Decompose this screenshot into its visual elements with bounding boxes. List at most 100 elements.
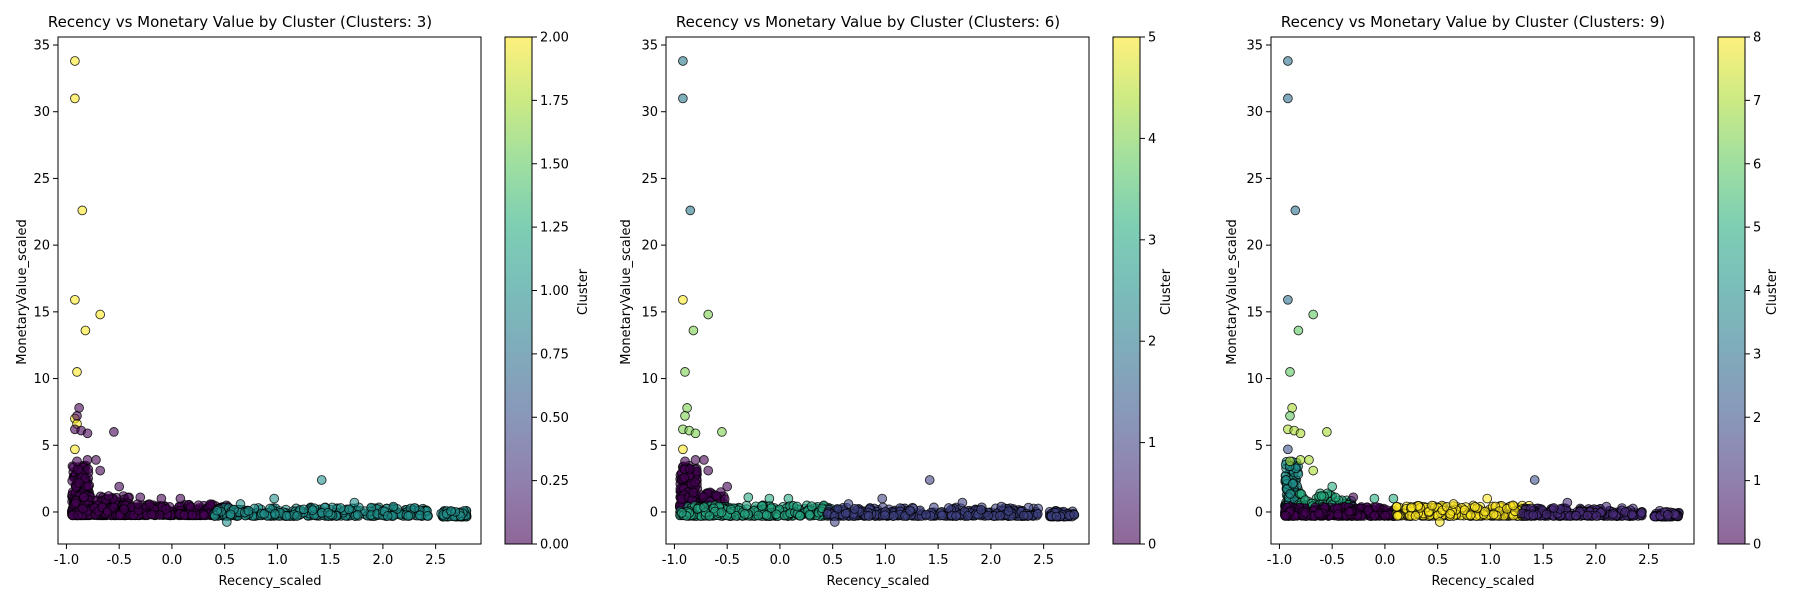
scatter-point xyxy=(703,309,714,320)
x-tick-label: 0.0 xyxy=(162,553,183,568)
scatter-point xyxy=(1330,492,1341,503)
scatter-point xyxy=(685,464,695,474)
x-tick-label: -0.5 xyxy=(714,553,739,568)
colorbar-tick-label: 1 xyxy=(1753,474,1761,489)
scatter-point xyxy=(82,455,93,465)
scatter-point xyxy=(1482,493,1493,504)
scatter-point xyxy=(1391,501,1402,512)
scatter-point xyxy=(1465,510,1476,520)
scatter-point xyxy=(1445,509,1456,519)
scatter-point xyxy=(680,367,690,377)
scatter-point xyxy=(70,498,81,508)
scatter-panel-clusters-3: Recency vs Monetary Value by Cluster (Cl… xyxy=(15,13,591,589)
scatter-point xyxy=(863,511,874,521)
scatter-point xyxy=(1508,500,1518,511)
scatter-point xyxy=(688,325,699,336)
scatter-point xyxy=(1591,511,1602,521)
x-tick-label: -1.0 xyxy=(662,553,687,568)
scatter-point xyxy=(185,501,196,512)
scatter-point xyxy=(771,509,782,520)
scatter-point xyxy=(676,494,686,504)
scatter-point xyxy=(937,510,947,521)
x-axis-label: Recency_scaled xyxy=(219,574,322,589)
plot-frame xyxy=(665,36,1090,545)
scatter-point xyxy=(1316,491,1327,501)
colorbar-tick-label: 1.00 xyxy=(540,284,569,299)
scatter-point xyxy=(1051,511,1062,522)
scatter-point xyxy=(109,427,119,437)
scatter-point xyxy=(1571,510,1581,521)
colorbar-tick-label: 0.50 xyxy=(540,411,569,426)
plot-frame xyxy=(57,36,482,545)
scatter-point xyxy=(678,93,688,104)
y-tick-label: 0 xyxy=(650,505,658,520)
scatter-point xyxy=(1333,509,1343,520)
scatter-point xyxy=(741,500,752,511)
colorbar-tick-label: 6 xyxy=(1753,157,1761,172)
colorbar-tick-label: 0.25 xyxy=(540,474,569,489)
scatter-point xyxy=(1032,509,1043,519)
scatter-point xyxy=(156,493,167,504)
scatter-point xyxy=(270,509,280,519)
y-tick-label: 30 xyxy=(641,105,658,120)
scatter-point xyxy=(690,477,701,488)
scatter-point xyxy=(905,505,915,516)
y-tick-label: 30 xyxy=(33,105,50,120)
x-tick-label: 2.5 xyxy=(425,553,446,568)
y-tick-label: 5 xyxy=(1255,439,1263,454)
scatter-point xyxy=(74,478,84,488)
scatter-point xyxy=(1488,509,1499,520)
colorbar-frame xyxy=(1112,36,1141,545)
scatter-point xyxy=(409,503,420,513)
scatter-point xyxy=(711,491,722,501)
y-tick-label: 35 xyxy=(33,39,50,54)
scatter-point xyxy=(70,294,80,305)
scatter-point xyxy=(1380,510,1391,521)
scatter-point xyxy=(1308,465,1319,476)
scatter-point xyxy=(1448,499,1459,509)
scatter-point xyxy=(1529,475,1540,485)
x-tick-label: 0.5 xyxy=(822,553,843,568)
scatter-point xyxy=(259,509,270,519)
scatter-point xyxy=(1392,511,1403,521)
scatter-point xyxy=(951,511,961,521)
colorbar-tick-label: 4 xyxy=(1148,132,1156,147)
scatter-point xyxy=(1369,493,1380,504)
scatter-point xyxy=(795,510,805,521)
x-axis-label: Recency_scaled xyxy=(1432,574,1535,589)
scatter-point xyxy=(703,465,714,476)
scatter-point xyxy=(225,509,236,520)
scatter-point xyxy=(1434,517,1445,527)
y-tick-label: 5 xyxy=(650,439,658,454)
scatter-point xyxy=(1541,509,1552,520)
scatter-point xyxy=(1300,508,1311,518)
scatter-point xyxy=(1344,506,1354,517)
x-tick-label: 2.5 xyxy=(1638,553,1659,568)
scatter-point xyxy=(1627,509,1637,520)
colorbar-tick-label: 1 xyxy=(1148,436,1156,451)
scatter-point xyxy=(1003,506,1014,516)
scatter-point xyxy=(72,456,82,467)
scatter-panel-clusters-9: Recency vs Monetary Value by Cluster (Cl… xyxy=(1225,13,1780,589)
scatter-point xyxy=(783,493,794,504)
y-tick-label: 30 xyxy=(1246,105,1263,120)
scatter-point xyxy=(243,505,254,516)
scatter-points xyxy=(1279,56,1684,527)
y-tick-label: 0 xyxy=(1255,505,1263,520)
colorbar-tick-label: 0 xyxy=(1148,538,1156,553)
scatter-point xyxy=(388,501,399,512)
y-tick-label: 15 xyxy=(33,305,50,320)
scatter-point xyxy=(843,499,854,509)
scatter-point xyxy=(676,507,687,518)
x-tick-label: 1.0 xyxy=(267,553,288,568)
scatter-point xyxy=(144,499,155,510)
x-tick-label: 1.5 xyxy=(928,553,949,568)
x-tick-label: 0.5 xyxy=(1427,553,1448,568)
scatter-point xyxy=(1369,510,1380,521)
scatter-point xyxy=(103,491,114,501)
scatter-point xyxy=(1283,294,1293,305)
x-tick-label: 2.0 xyxy=(373,553,394,568)
scatter-point xyxy=(1322,427,1332,437)
scatter-point xyxy=(235,499,246,509)
